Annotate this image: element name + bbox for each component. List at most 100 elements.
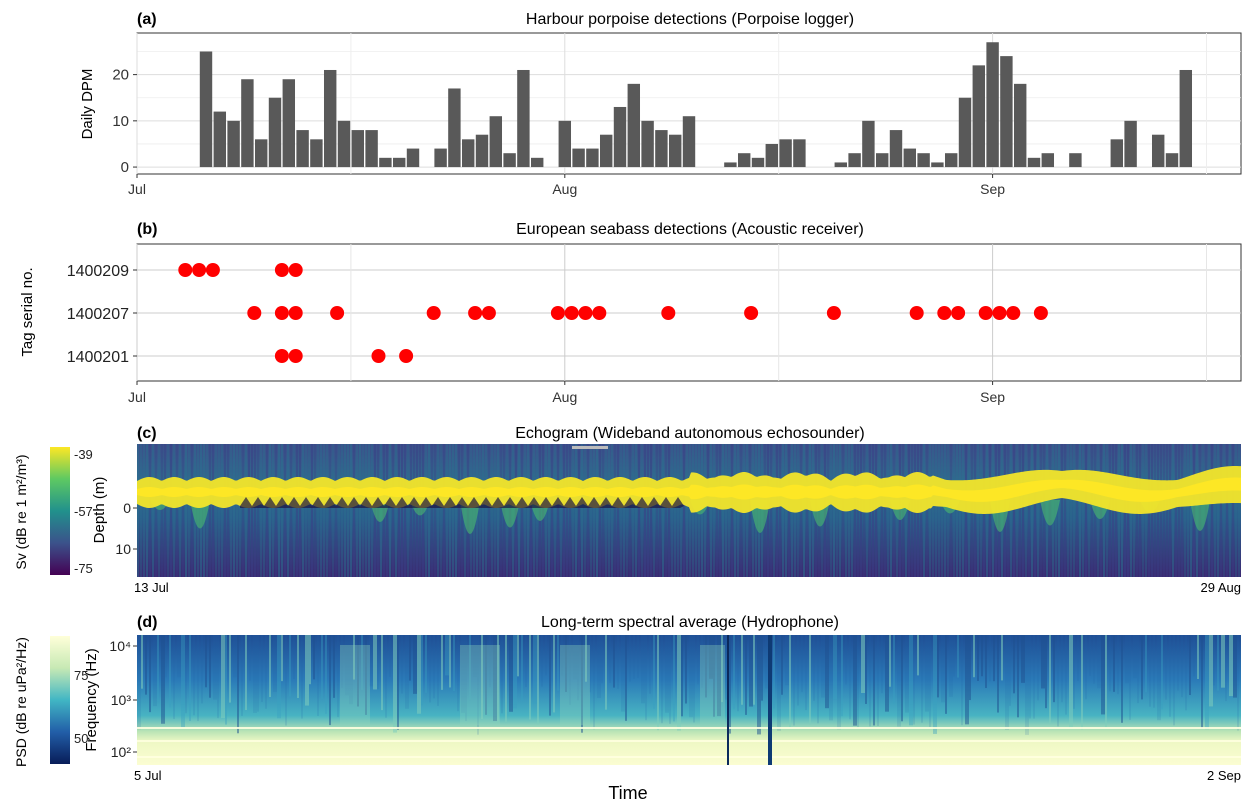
spectrogram-stripe <box>189 635 191 721</box>
spectrogram-stripe <box>585 635 587 682</box>
spectrogram-stripe <box>341 635 343 688</box>
spectrogram-bright-region <box>700 645 725 725</box>
spectrogram-stripe <box>285 635 287 726</box>
echogram-streak <box>257 444 259 577</box>
spectrogram-stripe <box>725 635 727 700</box>
spectrogram-stripe <box>921 635 923 723</box>
echogram-streak <box>557 444 559 577</box>
panel-b-y-ticks: 1400209 1400207 1400201 <box>67 263 137 366</box>
spectrogram-stripe <box>1009 635 1011 706</box>
spectrogram-stripe <box>565 635 567 692</box>
echogram-streak <box>773 444 775 577</box>
spectrogram-stripe <box>809 635 811 725</box>
echogram-streak <box>623 444 625 577</box>
echogram-streak <box>530 444 532 577</box>
spectrogram-stripe <box>1029 635 1031 719</box>
echogram-streak <box>1220 444 1222 577</box>
echogram-streak <box>857 444 859 577</box>
echogram-streak <box>260 444 262 577</box>
echogram-streak <box>458 444 460 577</box>
spectrogram-stripe <box>137 635 141 730</box>
panel-b-points <box>178 263 1048 363</box>
spectrogram-stripe <box>433 635 435 699</box>
panel-a-bar <box>972 65 986 168</box>
panel-b-point <box>661 306 676 320</box>
spectrogram-stripe <box>1045 635 1047 709</box>
echogram-streak <box>596 444 598 577</box>
spectrogram-stripe <box>1205 635 1209 730</box>
spectrogram-stripe <box>905 635 909 713</box>
panel-a-bar <box>1165 153 1179 168</box>
echogram-streak <box>602 444 604 577</box>
spectrogram-stripe <box>989 635 991 682</box>
panel-a-bar <box>889 130 903 168</box>
spectrogram-stripe <box>801 635 803 693</box>
panel-d-y-tick-label: 10⁴ <box>109 638 131 654</box>
panel-b-point <box>192 263 207 277</box>
spectrogram-stripe <box>637 635 639 678</box>
echogram-streak <box>653 444 655 577</box>
spectrogram-stripe <box>965 635 969 725</box>
psd-colorbar <box>50 636 70 764</box>
spectrogram-stripe <box>913 635 915 725</box>
echogram-streak <box>290 444 292 577</box>
spectrogram-stripe <box>1229 635 1233 697</box>
panel-b-point <box>592 306 607 320</box>
echogram-streak <box>734 444 736 577</box>
echogram-streak <box>485 444 487 577</box>
echogram-streak <box>146 444 148 577</box>
echogram-streak <box>236 444 238 577</box>
echogram-streak <box>728 444 730 577</box>
spectrogram-stripe <box>209 635 211 698</box>
panel-a-bar <box>944 153 958 168</box>
spectrogram-stripe <box>161 635 165 724</box>
spectrogram-stripe <box>277 635 281 719</box>
echogram-streak <box>479 444 481 577</box>
echogram-streak <box>299 444 301 577</box>
echogram-streak <box>347 444 349 577</box>
panel-a-bar <box>627 83 641 168</box>
echogram-streak <box>365 444 367 577</box>
echogram-streak <box>1190 444 1192 577</box>
spectrogram-stripe <box>1153 635 1155 708</box>
spectrogram-stripe <box>945 635 947 714</box>
panel-a-bar <box>765 143 779 168</box>
spectrogram-stripe <box>657 635 659 731</box>
echogram-streak <box>185 444 187 577</box>
echogram-streak <box>1034 444 1036 577</box>
spectrogram-stripe <box>493 635 497 722</box>
spectrogram-stripe <box>649 635 651 694</box>
panel-a-bar <box>517 69 530 168</box>
panel-a-bar <box>917 153 930 168</box>
spectrogram-stripe <box>441 635 443 690</box>
echogram-streak <box>212 444 214 577</box>
panel-b-point <box>550 306 565 320</box>
spectrogram-stripe <box>509 635 513 712</box>
spectrogram-stripe <box>253 635 257 713</box>
spectrogram-stripe <box>237 635 239 734</box>
echogram-streak <box>806 444 808 577</box>
echogram-streak <box>263 444 265 577</box>
spectrogram-stripe <box>777 635 781 731</box>
spectrogram-stripe <box>413 635 417 694</box>
echogram-streak <box>575 444 577 577</box>
spectrogram-stripe <box>701 635 703 688</box>
spectrogram-stripe <box>297 635 299 699</box>
spectrogram-stripe <box>693 635 695 723</box>
spectrogram-stripe <box>497 635 499 722</box>
panel-b-point <box>274 263 289 277</box>
spectrogram-bands <box>137 727 1241 758</box>
echogram-streak <box>563 444 565 577</box>
spectrogram-stripe <box>225 635 227 725</box>
echogram-streak <box>455 444 457 577</box>
spectrogram-stripe <box>569 635 571 705</box>
spectrogram-stripe <box>885 635 889 712</box>
spectrogram-stripe <box>889 635 891 687</box>
spectrogram-stripe <box>1053 635 1055 703</box>
panel-c: (c) Echogram (Wideband autonomous echoso… <box>13 425 1241 595</box>
spectrogram-stripe <box>717 635 721 717</box>
panel-a-bar <box>572 148 585 168</box>
panel-a: (a) Harbour porpoise detections (Porpois… <box>79 11 1242 197</box>
spectrogram-stripe <box>1189 635 1191 696</box>
echogram-streak <box>488 444 490 577</box>
